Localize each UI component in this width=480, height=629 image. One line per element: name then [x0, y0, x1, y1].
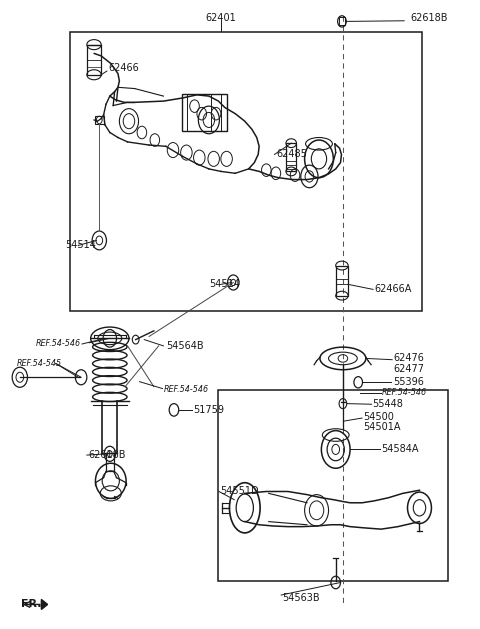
- Text: REF.54-545: REF.54-545: [16, 359, 61, 368]
- Text: 62485: 62485: [276, 150, 307, 160]
- Text: 54501A: 54501A: [363, 423, 400, 433]
- Bar: [338, 17, 345, 25]
- Polygon shape: [41, 599, 48, 610]
- Text: FR.: FR.: [21, 599, 42, 610]
- Text: REF.54-546: REF.54-546: [163, 386, 208, 394]
- Text: 62618B: 62618B: [410, 13, 447, 23]
- Text: REF.54-546: REF.54-546: [382, 389, 427, 398]
- Text: 54584A: 54584A: [381, 445, 419, 454]
- Text: 62618B: 62618B: [88, 450, 126, 460]
- Bar: [87, 45, 101, 75]
- Text: 54514: 54514: [65, 240, 96, 250]
- Bar: [70, 32, 422, 311]
- Text: 54551D: 54551D: [220, 486, 259, 496]
- Text: 62476: 62476: [393, 353, 424, 364]
- Text: REF.54-546: REF.54-546: [36, 340, 81, 348]
- Bar: [336, 265, 348, 296]
- Bar: [218, 390, 448, 581]
- Text: 62477: 62477: [393, 364, 424, 374]
- Text: 62466A: 62466A: [374, 284, 411, 294]
- Text: 51759: 51759: [193, 405, 224, 415]
- Text: 62401: 62401: [205, 13, 236, 23]
- Bar: [181, 94, 227, 131]
- Text: 62466: 62466: [108, 64, 139, 74]
- Text: 54564B: 54564B: [166, 341, 204, 351]
- Text: 54563B: 54563B: [282, 593, 320, 603]
- Text: 55448: 55448: [372, 399, 404, 409]
- Bar: [95, 116, 104, 124]
- Text: 54500: 54500: [363, 412, 394, 422]
- Text: 55396: 55396: [393, 377, 424, 387]
- Text: 54514: 54514: [209, 279, 240, 289]
- Bar: [286, 143, 297, 172]
